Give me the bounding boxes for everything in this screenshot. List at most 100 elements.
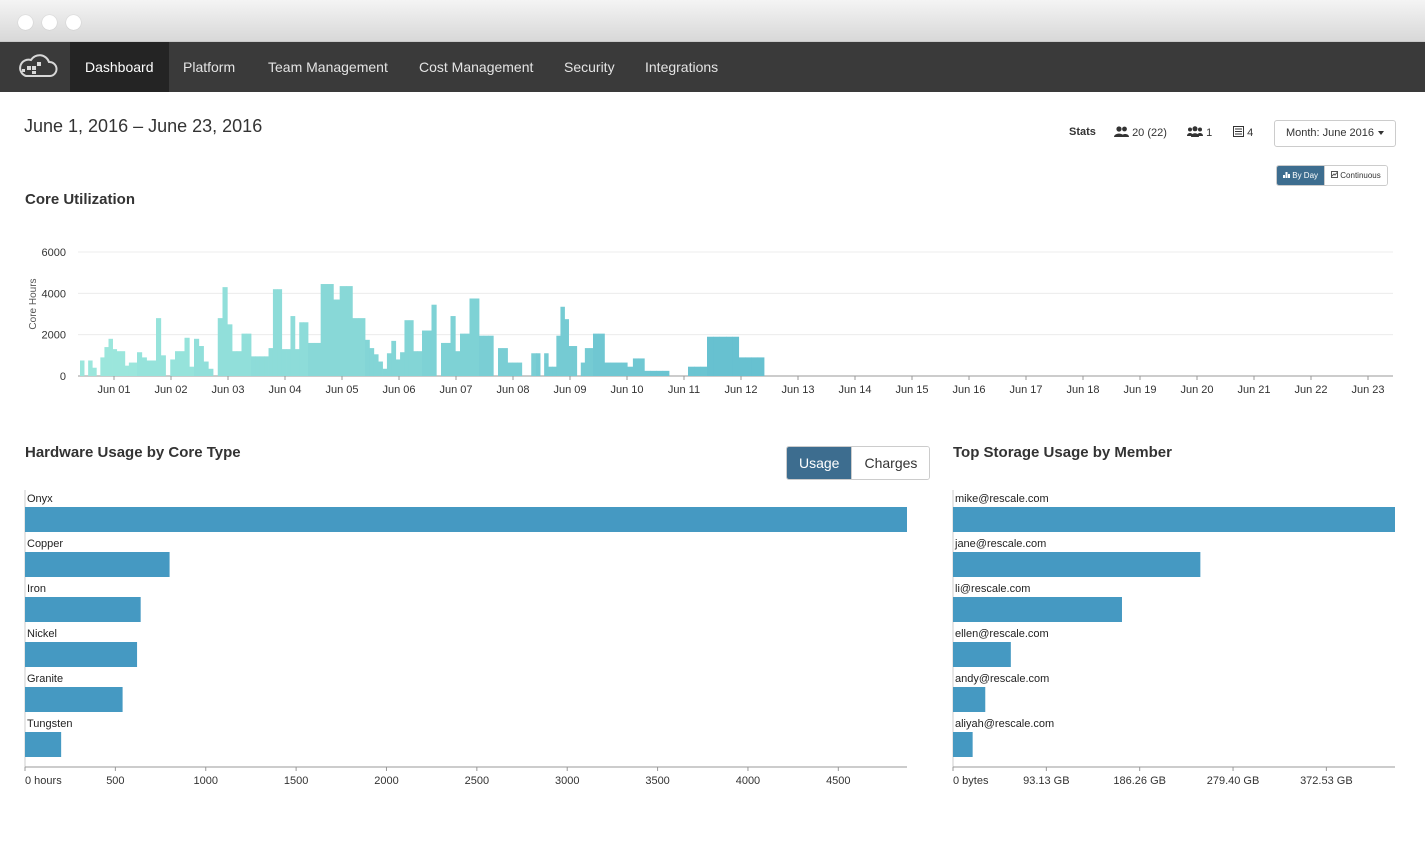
continuous-button[interactable]: Continuous xyxy=(1324,166,1387,185)
core-hours-bar xyxy=(299,322,305,376)
nav-platform[interactable]: Platform xyxy=(183,59,236,75)
core-hours-bar xyxy=(391,340,397,376)
charges-button[interactable]: Charges xyxy=(851,447,930,479)
core-hours-bar xyxy=(175,351,181,376)
core-hours-bar xyxy=(236,351,242,376)
member-category-label: andy@rescale.com xyxy=(955,673,1049,685)
x-tick-label: 2500 xyxy=(465,775,489,787)
core-hours-bar xyxy=(308,342,315,376)
top-navbar: Dashboard Platform Team Management Cost … xyxy=(0,42,1425,92)
core-hours-bar xyxy=(548,366,553,376)
core-hours-bar xyxy=(544,353,549,376)
nav-cost-management[interactable]: Cost Management xyxy=(419,59,534,75)
by-day-button[interactable]: By Day xyxy=(1277,166,1325,185)
core-hours-bar xyxy=(455,351,461,376)
core-hours-bar xyxy=(572,346,578,376)
core-hours-bar xyxy=(259,356,265,376)
x-tick-label: Jun 14 xyxy=(838,384,871,396)
core-hours-bar xyxy=(413,351,419,376)
member-category-label: li@rescale.com xyxy=(955,583,1030,595)
x-tick-label: 0 bytes xyxy=(953,775,989,787)
x-tick-label: Jun 12 xyxy=(724,384,757,396)
core-type-bar xyxy=(25,687,123,712)
core-hours-bar xyxy=(757,357,765,376)
cloud-logo-icon[interactable] xyxy=(0,42,70,92)
users-icon xyxy=(1114,126,1129,140)
core-hours-bar xyxy=(656,370,664,376)
core-hours-bar xyxy=(151,360,157,376)
core-hours-bar xyxy=(726,336,733,376)
x-tick-label: 1500 xyxy=(284,775,308,787)
usage-button[interactable]: Usage xyxy=(787,447,852,479)
member-category-label: jane@rescale.com xyxy=(954,538,1046,550)
nav-security[interactable]: Security xyxy=(564,59,615,75)
x-tick-label: Jun 16 xyxy=(952,384,985,396)
core-hours-bar xyxy=(346,286,353,376)
core-hours-bar xyxy=(268,348,274,376)
core-hours-bar xyxy=(80,360,85,376)
storage-usage-title: Top Storage Usage by Member xyxy=(953,444,1172,461)
member-category-label: aliyah@rescale.com xyxy=(955,718,1054,730)
core-hours-bar xyxy=(339,286,347,376)
core-hours-bar xyxy=(638,358,645,376)
list-icon xyxy=(1233,126,1244,140)
x-tick-label: Jun 07 xyxy=(439,384,472,396)
core-hours-bar xyxy=(189,366,195,376)
y-tick-label: 6000 xyxy=(42,247,66,259)
core-utilization-chart: 6000 4000 2000 0 Core Hours Jun 01 Jun 02 Jun 0… xyxy=(28,247,1393,396)
core-hours-bar xyxy=(378,361,383,376)
member-bar xyxy=(953,687,986,712)
core-hours-bar xyxy=(160,355,166,376)
core-type-category-label: Granite xyxy=(27,673,63,685)
nav-integrations[interactable]: Integrations xyxy=(645,59,719,75)
core-hours-bar xyxy=(194,338,200,376)
window-minimize-button[interactable] xyxy=(42,15,57,30)
bar-chart-icon xyxy=(1283,172,1290,178)
nav-team-management[interactable]: Team Management xyxy=(268,59,388,75)
core-hours-bar xyxy=(246,333,252,376)
window-maximize-button[interactable] xyxy=(66,15,81,30)
core-hours-bar xyxy=(745,357,752,376)
core-hours-bar xyxy=(441,342,447,376)
date-range-title: June 1, 2016 – June 23, 2016 xyxy=(24,116,263,136)
x-tick-label: 500 xyxy=(106,775,124,787)
window-close-button[interactable] xyxy=(18,15,33,30)
core-hours-bar xyxy=(100,357,105,376)
core-hours-bar xyxy=(88,360,93,376)
core-type-category-label: Iron xyxy=(27,583,46,595)
core-hours-bar xyxy=(408,320,414,376)
x-tick-label: Jun 22 xyxy=(1294,384,1327,396)
month-select-label: Month: June 2016 xyxy=(1285,127,1375,139)
core-hours-bar xyxy=(137,352,143,376)
core-hours-bar xyxy=(217,318,223,376)
x-tick-label: Jun 06 xyxy=(382,384,415,396)
core-hours-bar xyxy=(286,349,291,376)
core-hours-bar xyxy=(203,361,209,376)
y-tick-label: 0 xyxy=(60,371,66,383)
core-hours-bar xyxy=(560,306,565,376)
stats-label: Stats xyxy=(1069,126,1096,138)
nav-dashboard[interactable]: Dashboard xyxy=(70,42,169,92)
core-type-bar xyxy=(25,552,170,577)
core-type-category-label: Onyx xyxy=(27,493,53,505)
core-type-bar xyxy=(25,507,907,532)
core-hours-bar xyxy=(738,357,746,376)
member-bar xyxy=(953,507,1395,532)
core-hours-bar xyxy=(156,318,162,376)
x-tick-label: Jun 18 xyxy=(1066,384,1099,396)
window-titlebar xyxy=(0,0,1425,42)
x-tick-label: Jun 21 xyxy=(1237,384,1270,396)
core-hours-bar xyxy=(580,362,586,376)
y-axis-label: Core Hours xyxy=(28,278,39,329)
core-hours-bar xyxy=(108,338,113,376)
core-hours-bar xyxy=(251,356,256,376)
core-hours-bar xyxy=(502,348,508,376)
month-select-button[interactable]: Month: June 2016 xyxy=(1274,120,1396,147)
x-tick-label: 3000 xyxy=(555,775,579,787)
core-hours-bar xyxy=(536,353,541,376)
core-hours-bar xyxy=(474,298,480,376)
caret-down-icon xyxy=(1378,131,1385,136)
y-tick-label: 2000 xyxy=(42,330,66,342)
core-hours-bar xyxy=(598,333,605,376)
core-hours-bar xyxy=(556,335,561,376)
